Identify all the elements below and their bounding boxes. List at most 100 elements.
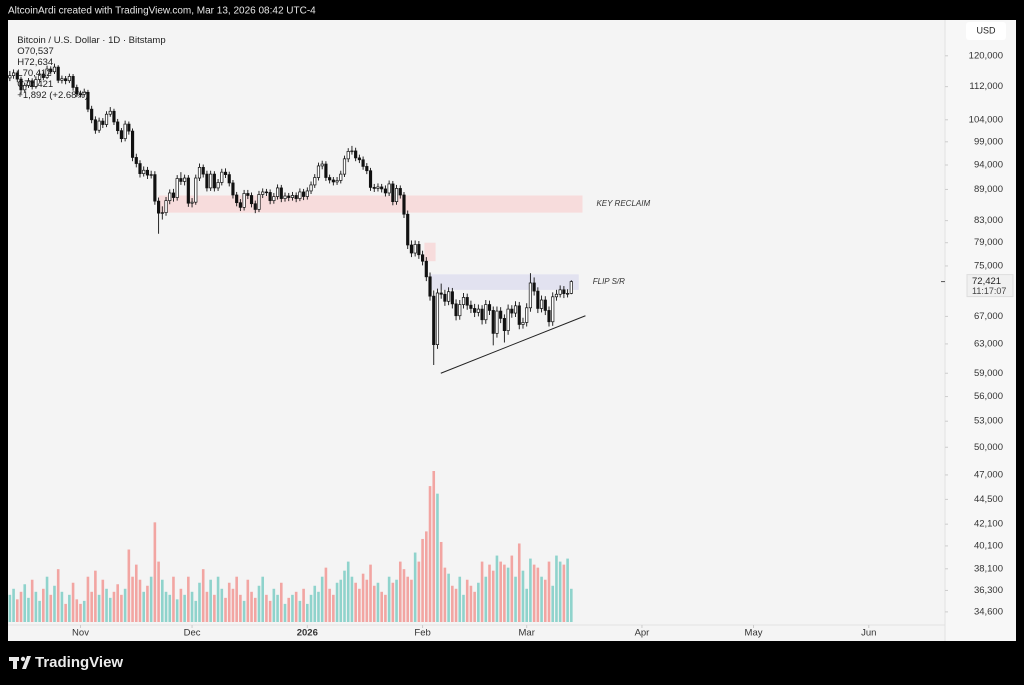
candle-body	[90, 108, 94, 121]
volume-bar	[56, 569, 60, 622]
candle-body	[424, 260, 428, 278]
candle-body	[413, 244, 417, 254]
volume-bar	[42, 588, 45, 622]
candle-body	[235, 194, 239, 204]
candle-body	[543, 299, 547, 311]
candle-body	[186, 177, 190, 204]
candle-body	[238, 202, 242, 208]
volume-bar	[82, 600, 86, 622]
candle-body	[562, 289, 566, 294]
candle-body	[56, 66, 60, 81]
volume-bar	[328, 588, 331, 622]
candle-body	[439, 292, 443, 295]
price-axis-panel	[945, 20, 1016, 641]
volume-bar	[287, 597, 291, 622]
candle-body	[402, 194, 406, 215]
candle-body	[495, 310, 499, 334]
candle-body	[179, 178, 183, 182]
candle-body	[112, 110, 116, 123]
candle-body	[227, 174, 231, 184]
volume-bar	[276, 594, 279, 622]
candle-body	[216, 182, 220, 189]
volume-bar	[224, 597, 227, 622]
candle-body	[346, 151, 350, 160]
volume-bar	[272, 588, 276, 622]
candle-body	[502, 318, 506, 331]
volume-bar	[543, 579, 547, 622]
candle-body	[331, 179, 335, 183]
volume-bar	[294, 591, 298, 622]
volume-bar	[451, 585, 454, 622]
volume-bar	[153, 522, 157, 622]
candle-body	[116, 121, 120, 132]
volume-bar	[198, 582, 201, 622]
y-tick-label: 50,000	[974, 442, 1003, 453]
brand: TradingView	[35, 654, 123, 671]
candle-body	[342, 158, 347, 175]
volume-bar	[465, 579, 469, 622]
volume-bar	[64, 603, 67, 622]
zone	[424, 242, 436, 262]
volume-bar	[168, 594, 172, 622]
volume-bar	[239, 594, 242, 622]
price-tag-label: 72,421	[972, 276, 1001, 287]
candle-body	[75, 87, 79, 95]
x-tick-label: Mar	[519, 628, 535, 639]
volume-bar	[257, 585, 261, 622]
y-tick-label: 38,100	[974, 563, 1003, 574]
volume-bar	[138, 579, 142, 622]
volume-bar	[484, 576, 488, 622]
volume-bar	[131, 576, 134, 622]
volume-bar	[365, 579, 369, 622]
volume-bar	[358, 588, 361, 622]
candle-body	[268, 192, 272, 201]
volume-bar	[161, 579, 164, 622]
y-tick-label: 120,000	[969, 50, 1003, 61]
zone-label: FLIP S/R	[593, 277, 625, 286]
candle-body	[231, 182, 235, 196]
volume-bar	[495, 555, 499, 622]
candle-body	[19, 78, 23, 91]
volume-bar	[68, 594, 71, 622]
price-tag-timer: 11:17:07	[972, 286, 1006, 296]
candle-body	[67, 76, 71, 82]
candle-body	[302, 191, 306, 197]
candle-body	[521, 322, 525, 325]
volume-bar	[566, 558, 569, 622]
volume-bar	[60, 591, 64, 622]
volume-bar	[309, 594, 313, 622]
volume-bar	[49, 594, 53, 622]
candle-body	[272, 196, 276, 201]
volume-bar	[216, 576, 220, 622]
y-tick-label: 67,000	[974, 311, 1003, 322]
volume-bar	[503, 564, 506, 622]
candle-body	[510, 308, 514, 314]
candle-body	[160, 212, 164, 214]
y-tick-label: 89,000	[974, 184, 1003, 195]
candle-body	[566, 293, 570, 295]
volume-bar	[205, 591, 209, 622]
candle-body	[387, 183, 391, 194]
candle-body	[421, 254, 425, 262]
candle-body	[469, 304, 473, 309]
volume-bar	[194, 600, 198, 622]
volume-bar	[339, 579, 343, 622]
candle-body	[491, 310, 495, 334]
candle-body	[432, 295, 436, 345]
candle-body	[391, 183, 395, 202]
candle-body	[12, 72, 16, 76]
candle-body	[528, 282, 532, 309]
volume-bar	[253, 597, 257, 622]
candle-body	[320, 163, 324, 167]
volume-bar	[369, 564, 372, 622]
legend-open: O70,537	[17, 46, 54, 57]
candle-body	[294, 195, 298, 199]
volume-bar	[213, 594, 216, 622]
candle-body	[476, 308, 480, 313]
volume-bar	[555, 555, 558, 622]
volume-bar	[157, 561, 160, 622]
y-tick-label: 34,600	[974, 606, 1003, 617]
volume-bar	[283, 603, 287, 622]
y-tick-label: 47,000	[974, 469, 1003, 480]
